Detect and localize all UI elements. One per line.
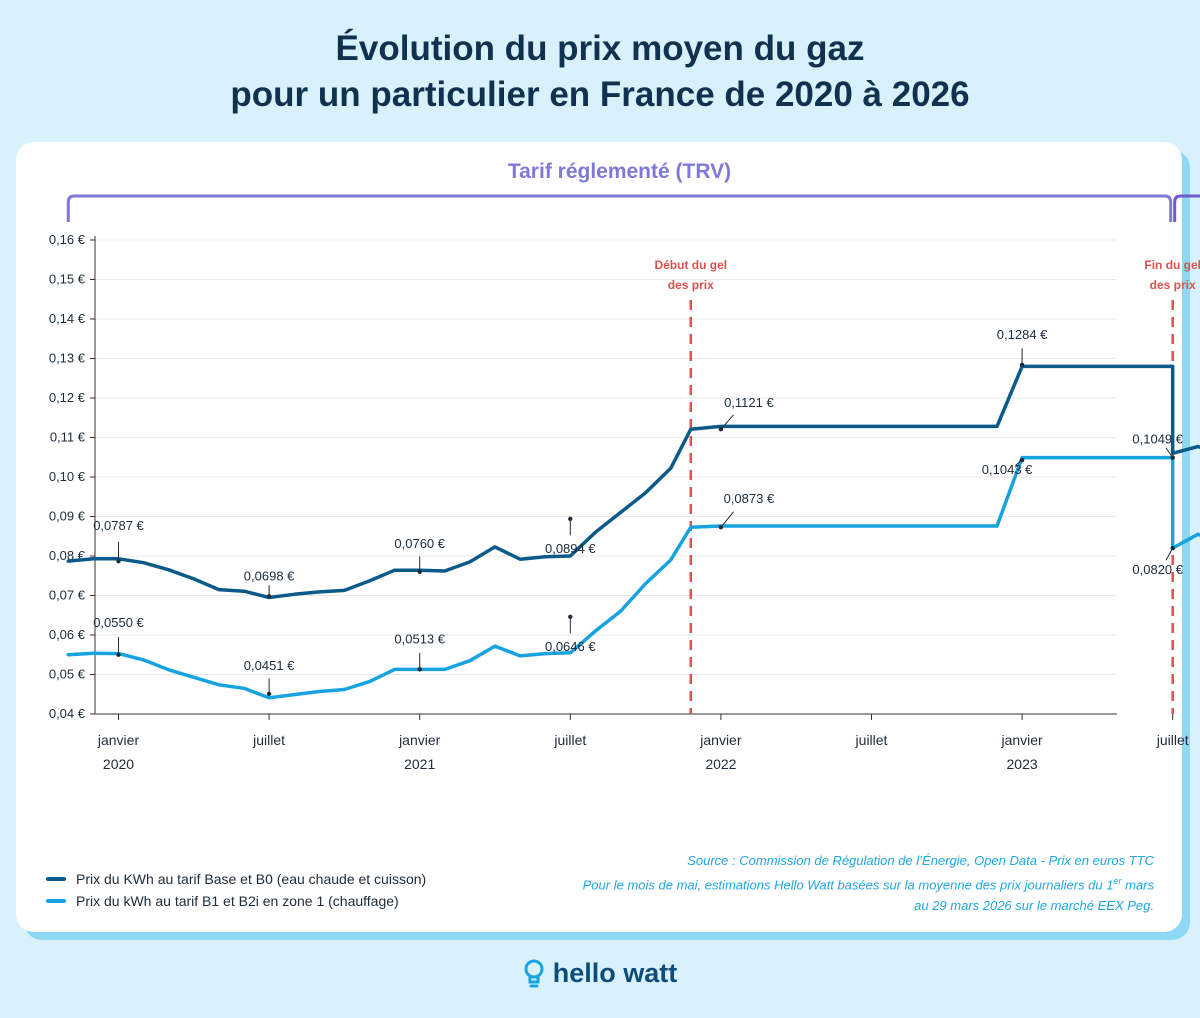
data-label: 0,0873 €: [724, 491, 775, 506]
x-tick-label: juillet: [855, 732, 888, 748]
data-label: 0,0646 €: [545, 639, 596, 654]
chart-card: [16, 142, 1182, 932]
source-note: Source : Commission de Régulation de l’É…: [454, 850, 1154, 916]
period-bracket: [1173, 194, 1200, 222]
legend-swatch-b1: [46, 899, 66, 903]
x-tick-year: 2022: [705, 756, 736, 772]
y-tick-label: 0,04 €: [49, 706, 86, 721]
x-tick-label: janvier: [1000, 732, 1043, 748]
data-label: 0,0550 €: [93, 615, 144, 630]
y-tick-label: 0,10 €: [49, 469, 86, 484]
y-tick-label: 0,05 €: [49, 667, 86, 682]
data-point: [718, 427, 724, 432]
y-tick-label: 0,07 €: [49, 588, 86, 603]
x-tick-label: juillet: [553, 732, 586, 748]
legend-label-base: Prix du KWh au tarif Base et B0 (eau cha…: [76, 871, 427, 887]
data-point: [417, 667, 422, 672]
event-label: Début du gel: [654, 258, 727, 272]
x-tick-year: 2021: [404, 756, 435, 772]
page-title: Évolution du prix moyen du gaz pour un p…: [0, 26, 1200, 118]
data-point: [1019, 362, 1025, 368]
y-tick-label: 0,14 €: [49, 311, 86, 326]
data-point: [568, 614, 573, 620]
period-label: Tarif réglementé (TRV): [508, 160, 731, 183]
period-bracket: [66, 194, 1173, 222]
x-tick-year: 2020: [103, 756, 134, 772]
lightbulb-icon: [524, 959, 544, 987]
x-tick-label: juillet: [252, 732, 285, 748]
x-tick-label: janvier: [699, 732, 742, 748]
y-tick-label: 0,12 €: [49, 390, 86, 405]
data-label: 0,0451 €: [244, 658, 295, 673]
data-point: [1019, 457, 1025, 463]
data-label: 0,1284 €: [997, 327, 1048, 342]
y-tick-label: 0,13 €: [49, 351, 86, 366]
data-label-leader: [1165, 547, 1174, 561]
source-line-3: au 29 mars 2026 sur le marché EEX Peg.: [914, 898, 1154, 914]
data-label: 0,0760 €: [394, 536, 445, 551]
data-label: 0,1049 €: [1132, 432, 1183, 447]
data-point: [116, 652, 121, 657]
series-line-0: [66, 364, 1200, 600]
legend-item-base: Prix du KWh au tarif Base et B0 (eau cha…: [46, 868, 426, 890]
data-label: 0,0894 €: [545, 541, 596, 556]
data-point: [116, 558, 121, 564]
y-tick-label: 0,15 €: [49, 272, 86, 287]
title-line-1: Évolution du prix moyen du gaz: [335, 29, 865, 68]
legend-item-b1: Prix du kWh au tarif B1 et B2i en zone 1…: [46, 890, 426, 912]
x-tick-label: janvier: [398, 732, 441, 748]
legend-swatch-base: [46, 877, 66, 881]
data-point: [1170, 455, 1175, 460]
data-label-leader: [720, 511, 734, 528]
series-line-1: [66, 455, 1200, 700]
logo-text: hello watt: [552, 958, 678, 988]
data-point: [266, 594, 272, 599]
data-point: [266, 691, 272, 697]
x-tick-label: juillet: [1156, 732, 1189, 748]
event-label: des prix: [1150, 278, 1196, 292]
x-tick-year: 2023: [1007, 756, 1038, 772]
event-label: Fin du gel: [1144, 258, 1200, 272]
y-tick-label: 0,11 €: [50, 430, 86, 445]
title-line-2: pour un particulier en France de 2020 à …: [230, 75, 970, 114]
legend: Prix du KWh au tarif Base et B0 (eau cha…: [46, 868, 426, 912]
data-point: [718, 524, 724, 530]
y-tick-label: 0,09 €: [49, 509, 86, 524]
legend-label-b1: Prix du kWh au tarif B1 et B2i en zone 1…: [76, 893, 399, 909]
source-line-1: Source : Commission de Régulation de l’É…: [687, 853, 1154, 868]
data-label: 0,0698 €: [244, 568, 295, 583]
event-label: des prix: [668, 278, 714, 292]
data-label: 0,0787 €: [93, 518, 144, 533]
y-tick-label: 0,16 €: [49, 232, 86, 247]
hello-watt-logo: hello watt: [0, 958, 1200, 989]
data-label: 0,0513 €: [394, 631, 445, 646]
data-label: 0,0820 €: [1132, 562, 1183, 577]
x-tick-label: janvier: [97, 732, 140, 748]
y-tick-label: 0,06 €: [49, 627, 86, 642]
data-point: [568, 516, 573, 522]
data-label-leader: [720, 414, 734, 430]
data-label: 0,1043 €: [982, 462, 1033, 477]
data-point: [1170, 545, 1175, 551]
source-line-2: Pour le mois de mai, estimations Hello W…: [582, 876, 1154, 893]
ordinal-suffix: er: [1113, 876, 1122, 886]
data-point: [417, 569, 422, 574]
data-label: 0,1121 €: [724, 395, 774, 410]
